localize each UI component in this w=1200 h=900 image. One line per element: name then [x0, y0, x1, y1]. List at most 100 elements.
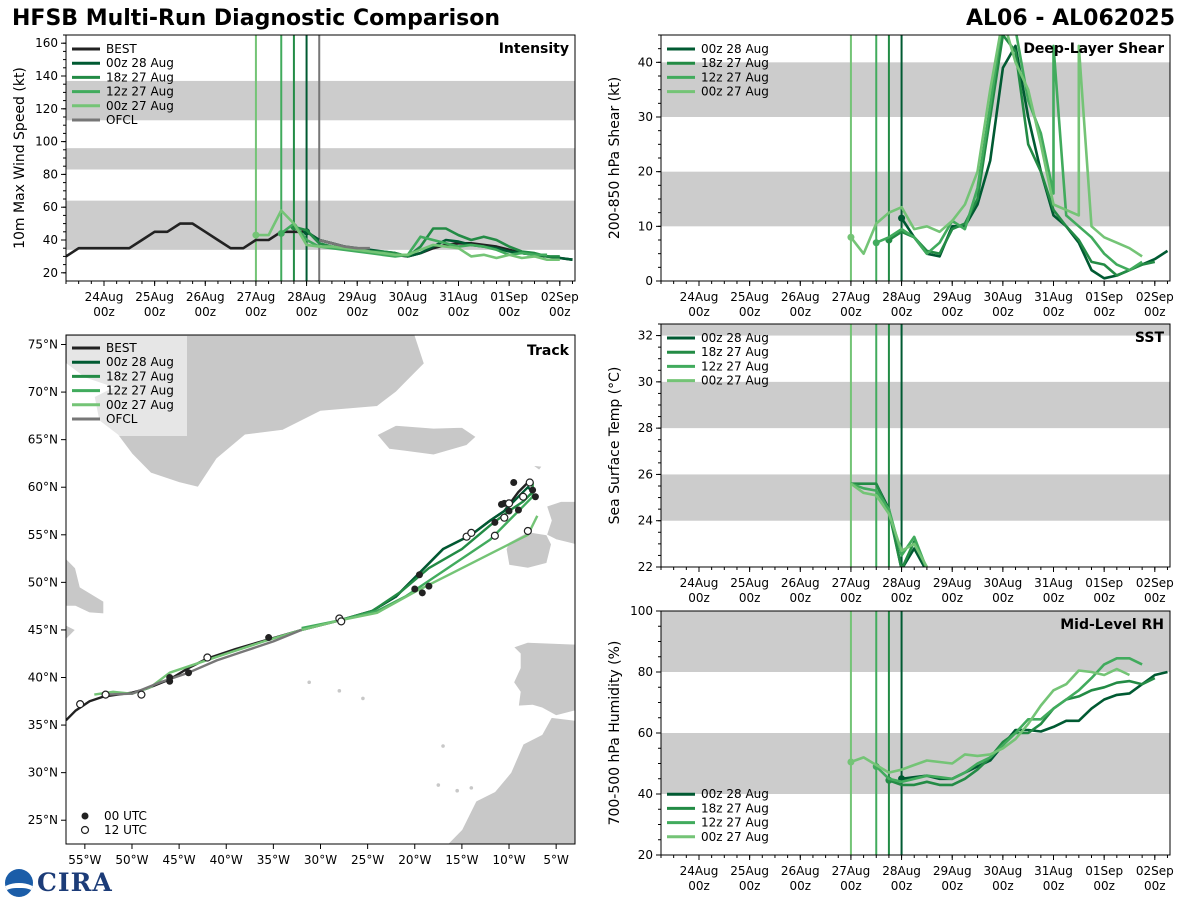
sst-xtick-label: 28Aug [882, 576, 921, 590]
track-xtick-label: 45°W [163, 853, 196, 867]
sst-xtick-label: 00z [688, 591, 710, 605]
rh-ytick-label: 40 [638, 787, 653, 801]
sst-xtick-label: 01Sep [1085, 576, 1123, 590]
shear-xtick-label: 01Sep [1085, 290, 1123, 304]
sst-xtick-label: 30Aug [984, 576, 1023, 590]
track-marker-12utc [500, 513, 509, 522]
noaa-logo-icon [5, 868, 33, 897]
rh-xtick-label: 24Aug [680, 864, 719, 878]
intensity-ytick-label: 120 [35, 102, 58, 116]
intensity-band [66, 80, 575, 121]
track-marker-12utc [519, 492, 528, 501]
rh-xtick-label: 25Aug [730, 864, 769, 878]
shear-ytick-label: 40 [638, 55, 653, 69]
track-marker-00utc [531, 493, 539, 501]
sst-xtick-label: 00z [789, 591, 811, 605]
shear-xtick-label: 00z [789, 305, 811, 319]
track-marker-12utc [525, 478, 534, 487]
track-marker-00utc [529, 486, 537, 494]
shear-xtick-label: 00z [688, 305, 710, 319]
shear-ylabel: 200-850 hPa Shear (kt) [607, 77, 623, 239]
track-ytick-label: 70°N [28, 385, 58, 399]
intensity-xtick-label: 00z [448, 305, 470, 319]
intensity-xtick-label: 00z [245, 305, 267, 319]
intensity-init-point [252, 231, 260, 239]
sst-ytick-label: 24 [638, 514, 653, 528]
intensity-ytick-label: 20 [43, 266, 58, 280]
track-legend-label: 00z 28 Aug [106, 355, 174, 369]
track-ytick-label: 75°N [28, 338, 58, 352]
sst-ylabel: Sea Surface Temp (°C) [607, 367, 623, 525]
track-line [66, 481, 529, 722]
track-marker-00utc [166, 677, 174, 685]
shear-series-line [888, 35, 1156, 277]
intensity-ytick-label: 40 [43, 233, 58, 247]
track-legend-label: OFCL [106, 412, 138, 426]
rh-xtick-label: 28Aug [882, 864, 921, 878]
track-panel: 55°W 50°W 45°W 40°W 35°W 30°W 25°W 20°W 15°W 10°W… [28, 334, 576, 867]
island-land [436, 783, 441, 787]
track-ytick-label: 30°N [28, 766, 58, 780]
rh-series-line [875, 656, 1143, 784]
track-line [339, 482, 534, 622]
newfoundland-land [66, 558, 105, 615]
intensity-legend-label: 00z 28 Aug [106, 56, 174, 70]
shear-legend-label: 00z 28 Aug [701, 42, 769, 56]
sst-series-line [850, 482, 929, 567]
intensity-xtick-label: 00z [144, 305, 166, 319]
sst-xtick-label: 00z [891, 591, 913, 605]
track-marker-12utc [137, 690, 146, 699]
sst-xtick-label: 31Aug [1034, 576, 1073, 590]
intensity-ytick-label: 80 [43, 167, 58, 181]
rh-xtick-label: 02Sep [1136, 864, 1174, 878]
intensity-band [66, 148, 575, 170]
rh-xtick-label: 01Sep [1085, 864, 1123, 878]
intensity-legend-label: OFCL [106, 113, 138, 127]
track-legend-label: 00 UTC [104, 809, 147, 823]
logo-bar: CIRA [5, 868, 113, 897]
track-xtick-label: 5°W [543, 853, 569, 867]
island-land [469, 786, 474, 790]
intensity-xtick-label: 28Aug [287, 290, 326, 304]
intensity-xtick-label: 00z [346, 305, 368, 319]
track-ytick-label: 55°N [28, 528, 58, 542]
shear-xtick-label: 00z [1043, 305, 1065, 319]
rh-xtick-label: 00z [840, 879, 862, 893]
intensity-series-line [255, 209, 560, 262]
rh-xtick-label: 26Aug [781, 864, 820, 878]
intensity-init-point [277, 229, 285, 237]
intensity-xtick-label: 00z [93, 305, 115, 319]
track-legend-marker-00utc [81, 812, 89, 820]
shear-xtick-label: 00z [1093, 305, 1115, 319]
sst-frame [660, 323, 1171, 568]
track-marker-12utc [504, 499, 514, 508]
track-xtick-label: 30°W [304, 853, 337, 867]
shear-xtick-label: 26Aug [781, 290, 820, 304]
intensity-panel: 2040608010012014016024Aug00z25Aug00z26Au… [12, 34, 579, 319]
track-line [301, 482, 534, 630]
shear-title: Deep-Layer Shear [1023, 41, 1164, 57]
shear-xtick-label: 00z [992, 305, 1014, 319]
shear-xtick-label: 27Aug [832, 290, 871, 304]
intensity-series-line [318, 238, 370, 250]
track-marker-00utc [514, 506, 522, 514]
rh-xtick-label: 27Aug [832, 864, 871, 878]
rh-xtick-label: 00z [1144, 879, 1166, 893]
shear-ytick-label: 30 [638, 110, 653, 124]
rh-xtick-label: 00z [1043, 879, 1065, 893]
island-land [337, 689, 342, 693]
rh-xtick-label: 30Aug [984, 864, 1023, 878]
rh-legend-label: 18z 27 Aug [701, 801, 769, 815]
africa-land [447, 717, 575, 844]
intensity-xtick-label: 01Sep [490, 290, 528, 304]
shear-series-line [849, 35, 1143, 258]
sst-xtick-label: 00z [739, 591, 761, 605]
sst-ytick-label: 32 [638, 329, 653, 343]
sst-xtick-label: 26Aug [781, 576, 820, 590]
track-xtick-label: 40°W [210, 853, 243, 867]
rh-panel: 2040608010024Aug00z25Aug00z26Aug00z27Aug… [607, 604, 1174, 893]
track-legend-label: 00z 27 Aug [106, 398, 174, 412]
rh-legend-label: 12z 27 Aug [701, 816, 769, 830]
rh-ytick-label: 80 [638, 665, 653, 679]
sst-xtick-label: 27Aug [832, 576, 871, 590]
